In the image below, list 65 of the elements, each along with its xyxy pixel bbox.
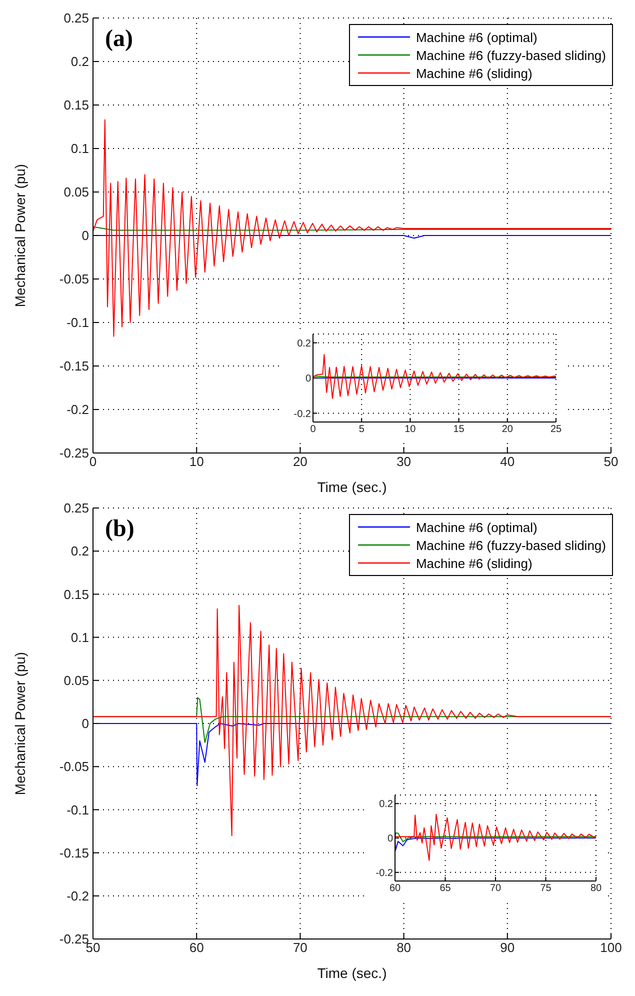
line-series: [313, 354, 556, 399]
x-tick-label: 20: [292, 454, 308, 470]
x-tick-label: 10: [189, 454, 204, 470]
y-tick-label: 0.15: [64, 98, 89, 113]
x-tick-label: 100: [600, 940, 622, 956]
x-tick-label: 90: [500, 940, 515, 956]
line-series: [395, 832, 596, 842]
x-tick-label: 65: [440, 883, 452, 894]
legend-label: Machine #6 (optimal): [416, 520, 538, 534]
line-series: [93, 604, 611, 836]
chart-title: (a): [105, 26, 133, 53]
y-tick-label: 0.1: [70, 630, 89, 645]
y-tick-label: -0.15: [59, 845, 89, 860]
y-tick-label: 0.2: [70, 54, 89, 70]
x-axis-title: Time (sec.): [317, 965, 387, 981]
y-tick-label: -0.2: [376, 868, 394, 879]
legend-label: Machine #6 (fuzzy-based sliding): [416, 48, 606, 62]
y-tick-label: 0.2: [379, 799, 394, 810]
legend-label: Machine #6 (fuzzy-based sliding): [416, 538, 606, 552]
y-tick-label: -0.25: [59, 446, 89, 461]
x-tick-label: 60: [389, 883, 401, 894]
x-tick-label: 70: [292, 940, 308, 956]
y-tick-label: 0.25: [64, 500, 89, 516]
y-tick-label: -0.2: [66, 888, 89, 904]
line-series: [395, 838, 596, 851]
legend-label: Machine #6 (optimal): [416, 30, 538, 44]
x-tick-label: 15: [453, 424, 465, 436]
x-tick-label: 40: [500, 454, 515, 470]
line-series: [395, 814, 596, 861]
x-tick-label: 10: [404, 424, 416, 436]
y-tick-label: 0: [387, 834, 394, 845]
y-tick-label: -0.2: [66, 402, 89, 418]
y-tick-label: 0.2: [70, 544, 89, 559]
x-tick-label: 70: [490, 883, 502, 894]
y-tick-label: 0.15: [64, 586, 89, 602]
y-axis-title: Mechanical Power (pu): [12, 164, 28, 308]
x-tick-label: 75: [540, 883, 552, 894]
x-tick-label: 50: [604, 454, 618, 470]
legend-label: Machine #6 (sliding): [416, 556, 532, 570]
x-tick-label: 80: [396, 940, 412, 956]
y-tick-label: 0: [82, 716, 89, 732]
x-tick-label: 30: [396, 454, 412, 470]
y-tick-label: -0.2: [294, 408, 312, 420]
legend-label: Machine #6 (sliding): [416, 66, 532, 80]
y-tick-label: -0.15: [59, 358, 89, 374]
y-axis-title: Mechanical Power (pu): [12, 652, 28, 796]
y-tick-label: 0.25: [64, 10, 89, 26]
y-tick-label: -0.1: [66, 315, 89, 330]
x-tick-label: 20: [502, 424, 514, 436]
x-tick-label: 60: [189, 940, 204, 956]
chart-title: (b): [105, 516, 134, 543]
y-tick-label: 0: [82, 228, 89, 244]
x-tick-label: 5: [358, 424, 365, 436]
y-tick-label: 0: [305, 374, 312, 385]
y-tick-label: 0.05: [64, 184, 89, 200]
x-axis-title: Time (sec.): [317, 479, 387, 495]
y-tick-label: -0.05: [59, 759, 89, 774]
y-tick-label: 0.2: [297, 338, 312, 350]
y-tick-label: -0.05: [59, 272, 89, 287]
y-tick-label: 0.1: [70, 141, 89, 156]
line-series: [93, 119, 611, 337]
y-tick-label: 0.05: [64, 673, 89, 688]
y-tick-label: -0.1: [66, 802, 89, 818]
x-tick-label: 25: [550, 424, 562, 436]
x-tick-label: 80: [590, 883, 602, 894]
